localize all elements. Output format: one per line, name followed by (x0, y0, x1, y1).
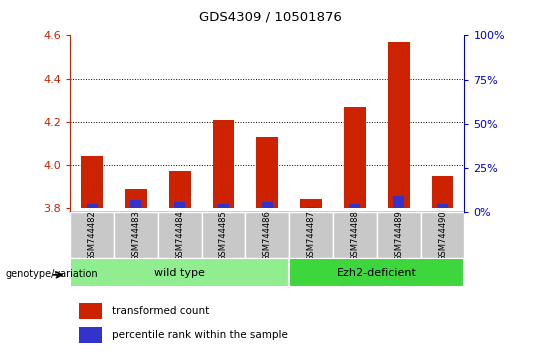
Bar (421, 212, 464, 258)
Text: GSM744488: GSM744488 (350, 210, 360, 261)
Bar (333, 212, 377, 258)
Text: Ezh2-deficient: Ezh2-deficient (337, 268, 417, 278)
Bar (81, 156, 103, 208)
Text: wild type: wild type (154, 268, 205, 278)
Text: GDS4309 / 10501876: GDS4309 / 10501876 (199, 11, 341, 24)
Text: GSM744482: GSM744482 (87, 210, 97, 261)
Bar (377, 212, 421, 258)
Bar (79, 303, 103, 319)
Bar (79, 327, 103, 343)
Bar (218, 204, 229, 208)
Text: percentile rank within the sample: percentile rank within the sample (112, 330, 287, 340)
Text: GSM744483: GSM744483 (131, 210, 140, 261)
Text: GSM744484: GSM744484 (175, 210, 184, 261)
Bar (70, 258, 289, 287)
Text: GSM744486: GSM744486 (263, 210, 272, 261)
Bar (131, 200, 141, 208)
Bar (125, 189, 147, 208)
Bar (70, 212, 114, 258)
Bar (201, 212, 245, 258)
Text: GSM744485: GSM744485 (219, 210, 228, 261)
Text: genotype/variation: genotype/variation (5, 269, 98, 279)
Text: GSM744487: GSM744487 (307, 210, 315, 261)
Bar (256, 137, 278, 208)
Bar (289, 212, 333, 258)
Bar (86, 204, 98, 208)
Text: GSM744490: GSM744490 (438, 210, 447, 261)
Bar (393, 196, 404, 208)
Bar (245, 212, 289, 258)
Bar (174, 202, 185, 208)
Bar (289, 258, 464, 287)
Bar (349, 204, 360, 208)
Bar (262, 202, 273, 208)
Bar (213, 120, 234, 208)
Bar (114, 212, 158, 258)
Text: GSM744489: GSM744489 (394, 210, 403, 261)
Bar (437, 204, 448, 208)
Bar (344, 107, 366, 208)
Bar (168, 171, 191, 208)
Bar (431, 176, 454, 208)
Bar (158, 212, 201, 258)
Bar (388, 42, 410, 208)
Bar (300, 199, 322, 208)
Text: transformed count: transformed count (112, 306, 209, 316)
Bar (306, 207, 316, 208)
